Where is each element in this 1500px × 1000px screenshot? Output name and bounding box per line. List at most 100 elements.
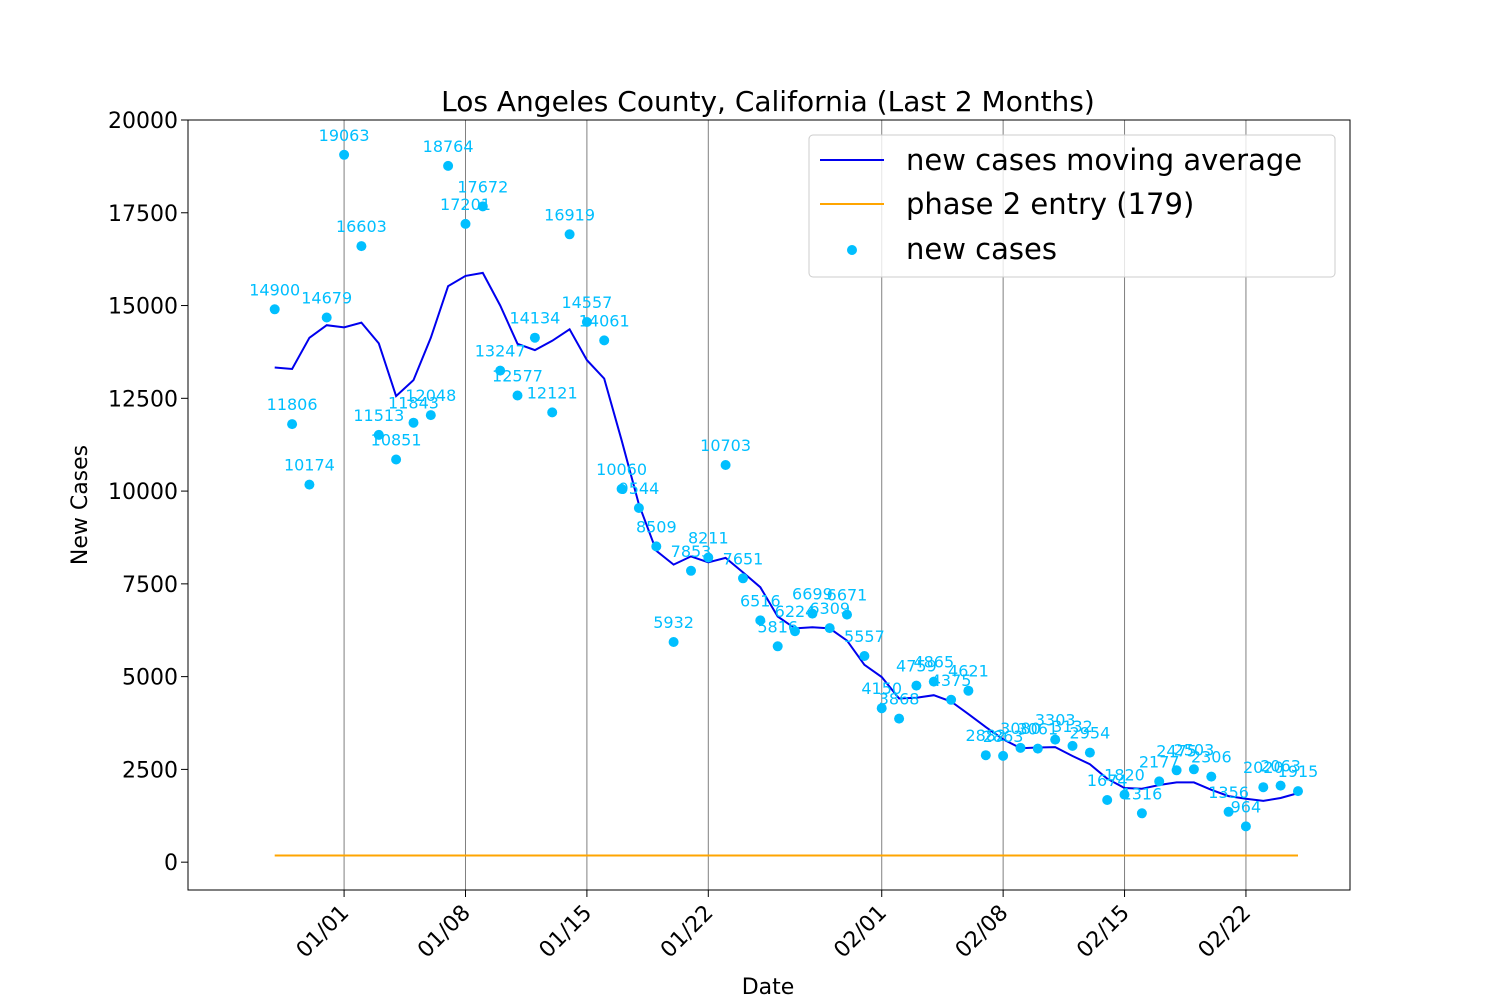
new-cases-point bbox=[287, 419, 298, 430]
new-cases-value-label: 14134 bbox=[509, 309, 560, 328]
y-tick-label: 17500 bbox=[108, 202, 178, 227]
new-cases-point bbox=[824, 623, 835, 634]
new-cases-value-label: 17672 bbox=[457, 177, 508, 196]
new-cases-value-label: 13247 bbox=[475, 342, 526, 361]
new-cases-value-label: 10174 bbox=[284, 456, 335, 475]
new-cases-point bbox=[911, 680, 922, 691]
legend-label-moving-average: new cases moving average bbox=[906, 143, 1302, 177]
new-cases-point bbox=[599, 335, 610, 346]
new-cases-value-label: 2020 bbox=[1243, 758, 1284, 777]
legend-label-phase2: phase 2 entry (179) bbox=[906, 187, 1194, 221]
new-cases-point bbox=[408, 417, 419, 428]
x-axis-label: Date bbox=[742, 975, 795, 1000]
new-cases-point bbox=[790, 626, 800, 637]
new-cases-value-label: 11513 bbox=[353, 406, 404, 425]
y-tick-label: 2500 bbox=[122, 758, 178, 783]
new-cases-value-label: 16919 bbox=[544, 205, 595, 224]
y-tick-label: 20000 bbox=[108, 109, 178, 134]
new-cases-value-label: 2863 bbox=[983, 727, 1024, 746]
new-cases-point bbox=[1223, 806, 1234, 817]
new-cases-point bbox=[304, 479, 315, 490]
new-cases-point bbox=[339, 149, 350, 160]
y-tick-label: 5000 bbox=[122, 666, 178, 691]
new-cases-point bbox=[1188, 764, 1199, 775]
new-cases-point bbox=[946, 694, 957, 705]
new-cases-point bbox=[1084, 747, 1095, 758]
new-cases-value-label: 4621 bbox=[948, 662, 989, 681]
new-cases-value-label: 964 bbox=[1231, 797, 1262, 816]
new-cases-point bbox=[651, 541, 662, 552]
new-cases-point bbox=[1015, 742, 1026, 753]
new-cases-value-label: 6309 bbox=[809, 599, 850, 618]
new-cases-point bbox=[391, 454, 402, 465]
new-cases-point bbox=[547, 407, 558, 418]
new-cases-point bbox=[1171, 765, 1182, 776]
y-axis-ticks: 0 2500 5000 7500 10000 12500 15000 17500 20000 bbox=[108, 109, 188, 876]
new-cases-point bbox=[373, 429, 384, 440]
new-cases-value-label: 17201 bbox=[440, 195, 491, 214]
new-cases-point bbox=[894, 713, 905, 724]
new-cases-value-label: 2063 bbox=[1260, 757, 1301, 776]
new-cases-value-label: 4759 bbox=[896, 657, 937, 676]
new-cases-point bbox=[720, 460, 731, 470]
new-cases-value-label: 5557 bbox=[844, 627, 885, 646]
new-cases-point bbox=[1206, 771, 1217, 782]
new-cases-point bbox=[1032, 743, 1043, 754]
new-cases-point bbox=[356, 241, 367, 252]
new-cases-point bbox=[963, 685, 974, 696]
new-cases-value-label: 14061 bbox=[579, 311, 630, 330]
new-cases-point bbox=[807, 608, 818, 619]
new-cases-value-label: 8509 bbox=[636, 517, 677, 536]
new-cases-value-label: 10703 bbox=[700, 436, 751, 455]
legend: new cases moving average phase 2 entry (… bbox=[808, 134, 1336, 278]
new-cases-point bbox=[998, 750, 1009, 761]
y-tick-label: 12500 bbox=[108, 387, 178, 412]
new-cases-value-label: 3080 bbox=[1000, 719, 1041, 738]
new-cases-point bbox=[495, 365, 506, 376]
new-cases-value-label: 5816 bbox=[757, 617, 798, 636]
new-cases-point bbox=[581, 317, 592, 327]
new-cases-value-label: 3303 bbox=[1035, 711, 1076, 730]
new-cases-value-label: 10060 bbox=[596, 460, 647, 479]
new-cases-point bbox=[564, 229, 575, 240]
new-cases-point bbox=[1154, 776, 1165, 787]
new-cases-value-label: 19063 bbox=[319, 126, 370, 145]
new-cases-value-label: 1356 bbox=[1208, 783, 1249, 802]
y-tick-label: 0 bbox=[164, 851, 178, 876]
new-cases-value-label: 1316 bbox=[1122, 784, 1163, 803]
new-cases-value-label: 12577 bbox=[492, 367, 543, 386]
legend-box bbox=[808, 134, 1336, 278]
new-cases-point bbox=[859, 651, 870, 661]
new-cases-value-label: 16603 bbox=[336, 217, 387, 236]
new-cases-value-label: 9544 bbox=[619, 479, 660, 498]
y-tick-label: 10000 bbox=[108, 480, 178, 505]
new-cases-value-label: 4150 bbox=[861, 679, 902, 698]
new-cases-point bbox=[772, 641, 783, 652]
new-cases-value-label: 14679 bbox=[301, 289, 352, 308]
new-cases-value-label: 10851 bbox=[371, 431, 422, 450]
new-cases-point bbox=[1050, 734, 1061, 745]
new-cases-point bbox=[1258, 782, 1269, 793]
new-cases-value-label: 1820 bbox=[1104, 766, 1145, 785]
moving-average-line bbox=[274, 271, 1299, 802]
new-cases-value-label: 4865 bbox=[913, 653, 954, 672]
new-cases-value-label: 2954 bbox=[1070, 724, 1111, 743]
new-cases-point bbox=[321, 312, 332, 323]
new-cases-value-label: 2177 bbox=[1139, 752, 1180, 771]
new-cases-value-label: 2503 bbox=[1174, 740, 1215, 759]
new-cases-point bbox=[425, 410, 436, 421]
new-cases-value-label: 14557 bbox=[561, 293, 612, 312]
chart-title: Los Angeles County, California (Last 2 M… bbox=[441, 85, 1095, 118]
new-cases-value-label: 1915 bbox=[1278, 762, 1319, 781]
series-layer bbox=[269, 149, 1303, 857]
new-cases-value-label: 3868 bbox=[879, 690, 920, 709]
new-cases-value-label: 18764 bbox=[423, 137, 474, 156]
new-cases-value-label: 2306 bbox=[1191, 748, 1232, 767]
new-cases-point bbox=[1293, 786, 1303, 797]
new-cases-value-label: 3132 bbox=[1052, 717, 1093, 736]
new-cases-point bbox=[842, 609, 852, 620]
new-cases-point bbox=[633, 503, 644, 513]
y-tick-label: 7500 bbox=[122, 573, 178, 598]
plot-frame bbox=[187, 119, 1351, 891]
